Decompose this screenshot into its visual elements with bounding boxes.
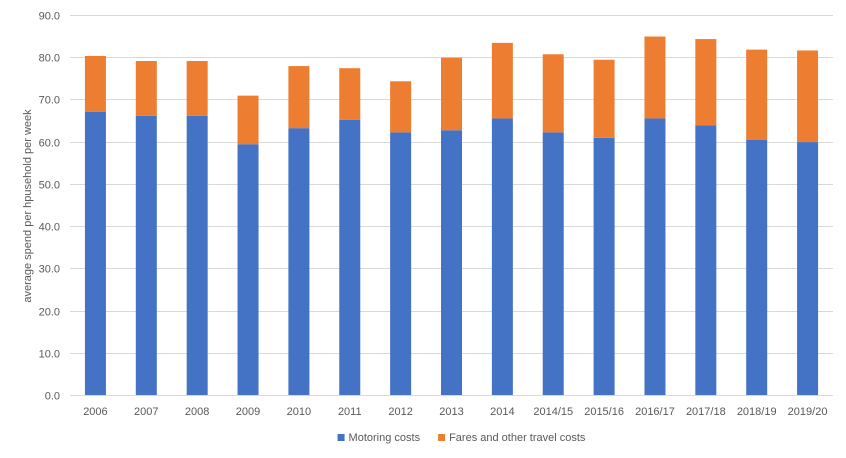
legend: Motoring costs Fares and other travel cos…	[337, 432, 586, 444]
bar-fares-and-other-travel-costs	[441, 57, 462, 131]
x-tick-label: 2014	[490, 406, 514, 418]
bar-motoring-costs	[797, 142, 819, 395]
legend-label: Motoring costs	[349, 432, 421, 444]
bar-motoring-costs	[135, 115, 157, 395]
y-tick-label: 70.0	[39, 95, 60, 107]
bar-motoring-costs	[441, 130, 462, 395]
x-tick-label: 2018/19	[737, 406, 777, 418]
y-tick-label: 30.0	[39, 264, 60, 276]
legend-label: Fares and other travel costs	[449, 432, 586, 444]
bar-fares-and-other-travel-costs	[491, 42, 513, 119]
y-axis-title: average spend per hpusehold per week	[22, 109, 34, 303]
bar-fares-and-other-travel-costs	[390, 81, 412, 133]
bar-motoring-costs	[390, 132, 412, 395]
legend-swatch-fares-and-other-travel-costs	[438, 434, 446, 441]
x-tick-label: 2016/17	[635, 406, 675, 418]
x-tick-label: 2007	[134, 406, 158, 418]
bar-fares-and-other-travel-costs	[84, 55, 106, 112]
y-tick-label: 20.0	[39, 307, 60, 319]
bar-fares-and-other-travel-costs	[644, 36, 666, 119]
bar-motoring-costs	[644, 118, 666, 395]
bar-motoring-costs	[746, 139, 768, 395]
bar-fares-and-other-travel-costs	[237, 95, 259, 145]
x-tick-label: 2014/15	[533, 406, 573, 418]
y-tick-label: 90.0	[39, 11, 60, 23]
x-tick-label: 2009	[236, 406, 260, 418]
bar-fares-and-other-travel-costs	[593, 59, 615, 138]
bar-fares-and-other-travel-costs	[135, 61, 157, 116]
x-tick-label: 2006	[83, 406, 107, 418]
bar-fares-and-other-travel-costs	[288, 66, 310, 129]
x-tick-label: 2012	[388, 406, 412, 418]
bar-fares-and-other-travel-costs	[186, 61, 208, 116]
bar-motoring-costs	[542, 132, 564, 395]
y-axis-ticks: 0.0 10.0 20.0 30.0 40.0 50.0 60.0 70.0 80.0 90.0	[39, 11, 60, 403]
bar-motoring-costs	[237, 144, 259, 395]
x-tick-label: 2013	[439, 406, 463, 418]
x-tick-label: 2019/20	[788, 406, 828, 418]
bar-fares-and-other-travel-costs	[339, 68, 361, 120]
y-tick-label: 80.0	[39, 53, 60, 65]
bar-motoring-costs	[491, 118, 513, 395]
x-axis-ticks: 2006 2007 2008 2009 2010 2011 2012 2013 2014 2014…	[83, 406, 827, 418]
y-tick-label: 40.0	[39, 222, 60, 234]
bar-motoring-costs	[695, 125, 717, 395]
bar-motoring-costs	[339, 119, 361, 396]
x-tick-label: 2015/16	[584, 406, 624, 418]
y-tick-label: 60.0	[39, 138, 60, 150]
legend-swatch-motoring-costs	[337, 434, 345, 441]
y-tick-label: 50.0	[39, 180, 60, 192]
y-tick-label: 10.0	[39, 349, 60, 361]
bar-motoring-costs	[84, 111, 106, 395]
x-tick-label: 2017/18	[686, 406, 726, 418]
bar-fares-and-other-travel-costs	[542, 54, 564, 133]
x-tick-label: 2011	[338, 406, 362, 418]
y-tick-label: 0.0	[45, 391, 60, 403]
x-tick-label: 2010	[287, 406, 311, 418]
bar-motoring-costs	[593, 137, 615, 395]
bar-motoring-costs	[186, 115, 208, 395]
bars	[84, 36, 819, 396]
x-tick-label: 2008	[185, 406, 209, 418]
bar-fares-and-other-travel-costs	[797, 50, 819, 143]
bar-fares-and-other-travel-costs	[695, 39, 717, 126]
bar-fares-and-other-travel-costs	[746, 49, 768, 140]
bar-motoring-costs	[288, 128, 310, 395]
